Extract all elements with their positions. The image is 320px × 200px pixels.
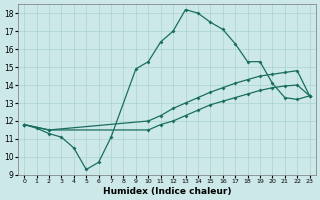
X-axis label: Humidex (Indice chaleur): Humidex (Indice chaleur) (103, 187, 231, 196)
